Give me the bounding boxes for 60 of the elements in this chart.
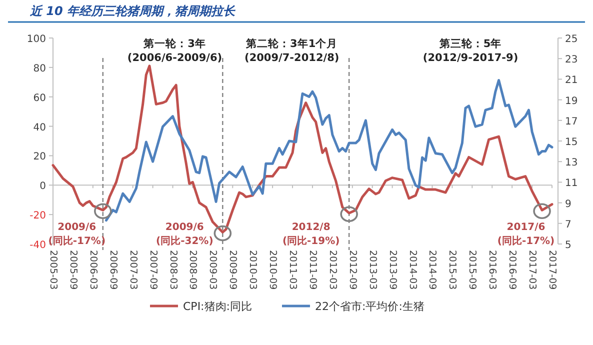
y2-tick-label: 5 <box>565 240 572 251</box>
y2-tick-label: 11 <box>565 178 578 190</box>
x-tick-label: 2011-03 <box>287 250 298 290</box>
chart-title: 近 10 年经历三轮猪周期，猪周期拉长 <box>29 4 236 18</box>
y2-tick-label: 25 <box>565 34 578 45</box>
legend-item: 22个省市:平均价:生猪 <box>282 300 424 313</box>
x-tick-label: 2005-03 <box>48 250 58 290</box>
y2-tick-label: 7 <box>565 219 572 230</box>
x-tick-label: 2012-03 <box>326 250 338 290</box>
x-tick-label: 2015-03 <box>446 250 458 290</box>
y-tick-label: 40 <box>33 122 46 134</box>
annotation: 第二轮：3年1个月 <box>245 37 338 50</box>
y-tick-label: 60 <box>33 92 46 104</box>
y2-tick-label: 21 <box>565 75 578 86</box>
x-tick-label: 2015-09 <box>466 250 478 290</box>
x-tick-label: 2010-09 <box>267 250 278 290</box>
annotation: 2017/6 (同比-17%) <box>497 222 555 247</box>
x-tick-label: 2008-09 <box>187 250 198 290</box>
x-tick-label: 2014-03 <box>406 250 418 290</box>
annotation: 第三轮：5年 <box>438 37 502 50</box>
annotation: 2012/8 (同比-19%) <box>282 222 340 247</box>
y-tick-label: -40 <box>30 240 46 251</box>
y-tick-label: -20 <box>30 210 46 222</box>
x-tick-label: 2007-09 <box>147 250 158 290</box>
annotation: 第一轮：3年 <box>142 37 206 50</box>
x-tick-label: 2009-03 <box>207 250 218 290</box>
x-tick-label: 2006-09 <box>107 250 118 290</box>
y2-tick-label: 9 <box>565 198 572 210</box>
annotation: (2006/6-2009/6) <box>127 52 222 64</box>
x-tick-label: 2007-03 <box>127 250 138 290</box>
x-tick-label: 2012-09 <box>346 250 358 290</box>
x-tick-label: 2016-03 <box>486 250 498 290</box>
annotation: 2009/6 (同比-17%) <box>48 222 106 247</box>
y2-tick-label: 23 <box>565 54 578 66</box>
annotation: (2009/7-2012/8) <box>244 52 340 64</box>
x-tick-label: 2010-03 <box>247 250 258 290</box>
annotation: 2009/6 (同比-32%) <box>156 222 214 247</box>
y-tick-label: 0 <box>40 181 46 192</box>
y2-tick-label: 15 <box>565 137 578 148</box>
x-tick-label: 2014-09 <box>426 250 438 290</box>
x-tick-label: 2006-03 <box>87 250 98 290</box>
y-tick-label: 80 <box>33 63 46 74</box>
x-tick-label: 2013-09 <box>386 250 398 290</box>
x-tick-label: 2008-03 <box>167 250 178 290</box>
y2-tick-label: 13 <box>565 158 578 169</box>
x-tick-label: 2016-09 <box>506 250 518 290</box>
y-tick-label: 20 <box>33 152 46 163</box>
x-tick-label: 2009-09 <box>227 250 238 290</box>
x-tick-label: 2017-09 <box>546 250 558 290</box>
legend-item: CPI:猪肉:同比 <box>150 300 252 313</box>
x-tick-label: 2011-09 <box>306 250 318 290</box>
y2-tick-label: 17 <box>565 116 578 128</box>
x-tick-label: 2005-09 <box>67 250 78 290</box>
y2-tick-label: 19 <box>565 96 578 107</box>
x-tick-label: 2017-03 <box>526 250 538 290</box>
annotation: (2012/9-2017-9) <box>422 52 518 64</box>
legend-label: 22个省市:平均价:生猪 <box>314 300 424 313</box>
y-tick-label: 100 <box>26 34 46 45</box>
x-tick-label: 2013-03 <box>366 250 378 290</box>
legend-label: CPI:猪肉:同比 <box>183 300 252 313</box>
